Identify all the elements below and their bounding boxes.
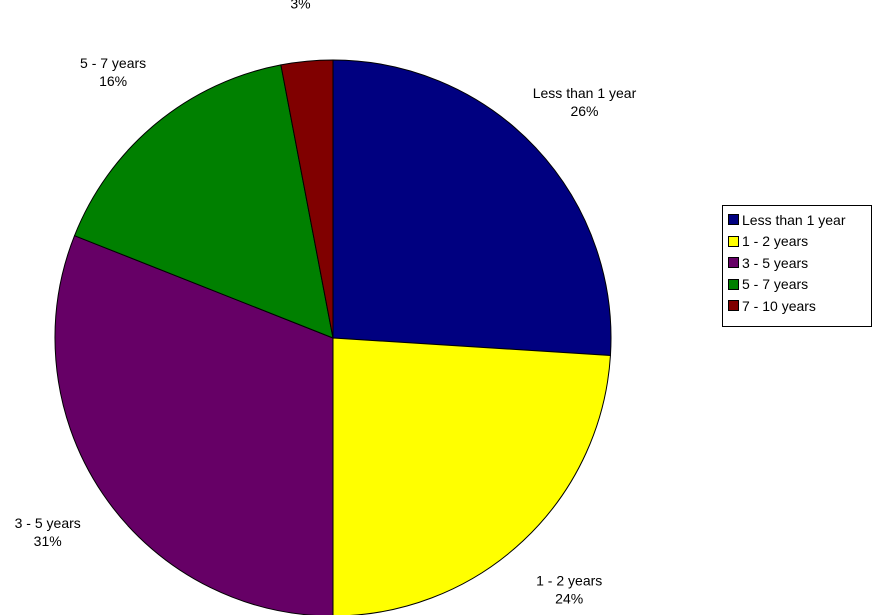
legend-swatch [728,214,739,226]
legend-swatch [728,300,739,312]
slice-label-name: 3 - 5 years [15,515,81,531]
slice-label-percent: 31% [34,533,62,549]
legend-item: 7 - 10 years [728,295,871,317]
legend-label: 5 - 7 years [742,276,809,293]
slice-label-percent: 16% [99,73,127,89]
slice-label-percent: 26% [570,103,598,119]
legend-label: Less than 1 year [742,211,846,228]
pie-slice [74,64,334,339]
slice-label: 5 - 7 years 16% [80,55,146,89]
pie-slice [332,337,611,615]
pie-slice [332,59,612,356]
slice-label: 3 - 5 years 31% [15,515,81,549]
legend-label: 1 - 2 years [742,233,809,250]
legend-item: 1 - 2 years [728,231,871,253]
legend-item: Less than 1 year [728,209,871,231]
legend-item: 5 - 7 years [728,274,871,296]
legend-label: 7 - 10 years [742,297,816,314]
pie-slice [280,59,334,339]
slice-label: 1 - 2 years 24% [536,573,602,607]
slice-label: Less than 1 year 26% [533,85,637,119]
slice-label-percent: 3% [290,0,310,12]
slice-label-name: Less than 1 year [533,85,637,101]
pie-slice [54,235,334,615]
legend-swatch [728,235,739,247]
legend-swatch [728,278,739,290]
legend-swatch [728,257,739,269]
slice-label-percent: 24% [555,591,583,607]
slice-label-name: 1 - 2 years [536,573,602,589]
legend-label: 3 - 5 years [742,254,809,271]
legend-item: 3 - 5 years [728,252,871,274]
pie-labels: Less than 1 year 26% 1 - 2 years 24% 3 - 5 y… [15,0,637,607]
pie-slices [54,59,612,615]
slice-label-name: 5 - 7 years [80,55,146,71]
legend: Less than 1 year 1 - 2 years 3 - 5 years… [722,205,872,327]
